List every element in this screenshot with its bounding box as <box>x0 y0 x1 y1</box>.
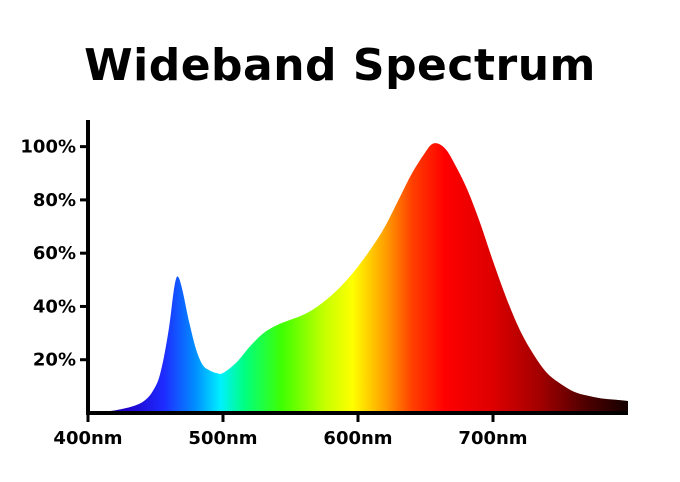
axes: 20% 40% 60% 80% 100% 400nm 500nm 600nm 700nm <box>20 120 628 449</box>
x-tick-label: 600nm <box>323 428 392 449</box>
y-tick-label: 100% <box>20 137 76 158</box>
y-tick-label: 40% <box>33 296 76 317</box>
y-tick-label: 80% <box>33 190 76 211</box>
y-tick-label: 20% <box>33 350 76 371</box>
plot-area <box>88 143 628 413</box>
spectrum-area <box>88 143 628 413</box>
x-tick-label: 500nm <box>188 428 257 449</box>
y-tick-label: 60% <box>33 243 76 264</box>
x-tick-label: 700nm <box>458 428 527 449</box>
x-tick-label: 400nm <box>53 428 122 449</box>
chart-title: Wideband Spectrum <box>84 40 596 91</box>
